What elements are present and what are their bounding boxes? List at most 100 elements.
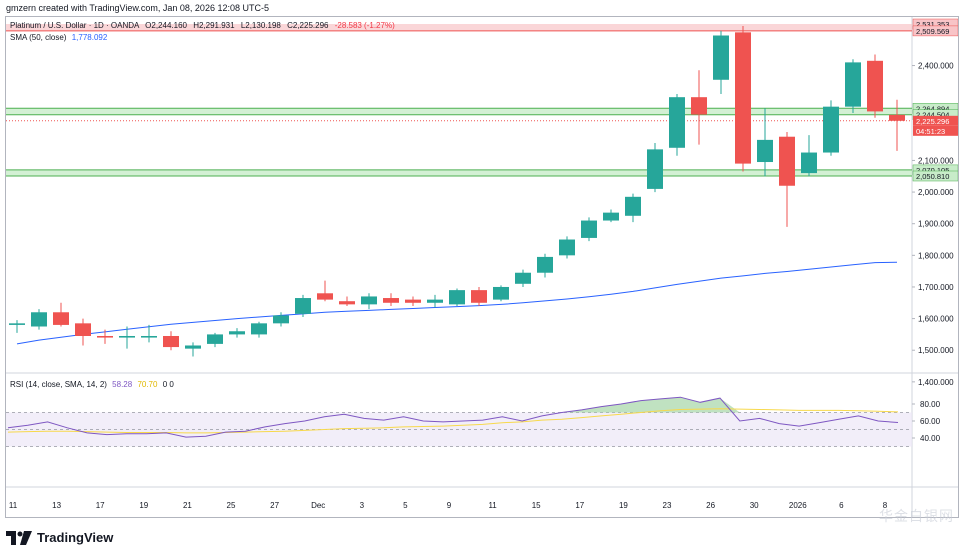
candle-body xyxy=(867,60,883,112)
price-tag-label: 2,531.353 xyxy=(916,20,949,29)
candle-body xyxy=(229,331,245,335)
y-tick-label: 1,400.000 xyxy=(918,378,954,387)
x-tick-label: 2026 xyxy=(789,501,807,510)
symbol-title: Platinum / U.S. Dollar · 1D · OANDA xyxy=(10,21,139,30)
candle-body xyxy=(603,212,619,221)
x-tick-label: Dec xyxy=(311,501,325,510)
candle-body xyxy=(361,296,377,305)
x-tick-label: 19 xyxy=(139,501,148,510)
support-zone-1 xyxy=(6,108,912,115)
support-zone-2 xyxy=(6,169,912,176)
candle-body xyxy=(823,106,839,153)
site-watermark: 华金白银网 xyxy=(879,508,954,524)
high-value: H2,291.931 xyxy=(193,21,235,30)
low-value: L2,130.198 xyxy=(240,21,281,30)
candle-body xyxy=(757,139,773,163)
tradingview-wordmark: TradingView xyxy=(37,530,114,545)
x-tick-label: 5 xyxy=(403,501,408,510)
candle-body xyxy=(449,290,465,305)
price-tag-label: 2,509.569 xyxy=(916,27,949,36)
sma-legend: SMA (50, close) 1,778.092 xyxy=(10,33,107,42)
candle-body xyxy=(537,256,553,273)
candle-body xyxy=(75,323,91,336)
price-tag-resistance xyxy=(912,25,958,37)
y-tick-label: 1,900.000 xyxy=(918,220,954,229)
candle-body xyxy=(207,334,223,344)
x-tick-label: 13 xyxy=(52,501,61,510)
price-tag-label: 2,050.810 xyxy=(916,172,949,181)
x-tick-label: 17 xyxy=(575,501,584,510)
y-tick-label: 1,600.000 xyxy=(918,315,954,324)
chart-area[interactable]: 1,400.000 1,500.000 1,600.000 1,700.000 1,80… xyxy=(5,16,959,518)
rsi-value: 58.28 xyxy=(112,380,133,389)
candle-body xyxy=(713,35,729,80)
sma-label: SMA (50, close) xyxy=(10,33,67,42)
tradingview-logo[interactable]: TradingView xyxy=(6,530,113,545)
candle-body xyxy=(493,286,509,300)
candle-body xyxy=(691,97,707,115)
resistance-zone xyxy=(6,24,912,31)
created-by-text: gmzern created with TradingView.com, Jan… xyxy=(6,3,269,13)
x-tick-label: 8 xyxy=(883,501,888,510)
price-tag-last xyxy=(913,115,958,126)
change-value: -28.583 (-1.27%) xyxy=(334,21,395,30)
price-tag-support xyxy=(912,170,958,182)
x-tick-label: 15 xyxy=(532,501,541,510)
candle-body xyxy=(53,312,69,325)
rsi-line xyxy=(7,396,899,438)
price-tag-label: 2,225.296 xyxy=(916,117,949,126)
close-value: C2,225.296 xyxy=(287,21,329,30)
candle-body xyxy=(581,220,597,238)
candle-body xyxy=(669,97,685,148)
x-tick-label: 27 xyxy=(270,501,279,510)
candle-body xyxy=(383,298,399,303)
candle-body xyxy=(97,335,113,338)
x-tick-label: 25 xyxy=(227,501,236,510)
price-tag-label: 2,244.504 xyxy=(916,111,949,120)
rsi-label: RSI (14, close, SMA, 14, 2) xyxy=(10,380,107,389)
price-tag-label: 2,264.894 xyxy=(916,104,949,113)
candle-body xyxy=(889,114,905,121)
x-tick-label: 6 xyxy=(839,501,844,510)
x-tick-label: 11 xyxy=(488,501,497,510)
candle-body xyxy=(295,298,311,314)
candle-body xyxy=(317,293,333,300)
rsi-legend: RSI (14, close, SMA, 14, 2) 58.28 70.70 … xyxy=(10,380,174,389)
x-tick-label: 21 xyxy=(183,501,192,510)
x-tick-label: 30 xyxy=(750,501,759,510)
candle-body xyxy=(163,335,179,348)
x-tick-label: 9 xyxy=(447,501,452,510)
candle-body xyxy=(273,315,289,324)
sma-line xyxy=(16,261,898,345)
price-tag-label: 04:51:23 xyxy=(916,127,945,136)
price-tag-label: 2,070.105 xyxy=(916,166,949,175)
y-tick-label: 2,400.000 xyxy=(918,62,954,71)
x-tick-label: 26 xyxy=(706,501,715,510)
rsi-ma-line xyxy=(7,408,899,434)
candle-body xyxy=(427,299,443,303)
open-value: O2,244.160 xyxy=(145,21,187,30)
x-tick-label: 19 xyxy=(619,501,628,510)
x-tick-label: 17 xyxy=(96,501,105,510)
candle-body xyxy=(625,196,641,216)
x-tick-label: 23 xyxy=(663,501,672,510)
rsi-y-tick-label: 40.00 xyxy=(920,434,941,443)
candle-body xyxy=(779,136,795,186)
sma-value: 1,778.092 xyxy=(71,33,108,42)
candle-body xyxy=(405,299,421,303)
candle-body xyxy=(845,62,861,107)
footer: TradingView xyxy=(0,522,964,556)
rsi-extra: 0 0 xyxy=(162,380,174,389)
y-tick-label: 1,800.000 xyxy=(918,251,954,260)
ohlc-legend: Platinum / U.S. Dollar · 1D · OANDA O2,2… xyxy=(10,21,395,30)
candle-body xyxy=(559,239,575,256)
candle-body xyxy=(119,335,135,338)
candle-body xyxy=(141,335,157,338)
chart-svg[interactable]: 1,400.000 1,500.000 1,600.000 1,700.000 1,80… xyxy=(6,17,958,517)
candle-body xyxy=(515,272,531,284)
candle-body xyxy=(471,290,487,303)
candle-body xyxy=(31,312,47,327)
rsi-overbought-fill xyxy=(8,397,898,413)
candle-body xyxy=(339,301,355,305)
tradingview-logo-icon xyxy=(6,530,32,545)
